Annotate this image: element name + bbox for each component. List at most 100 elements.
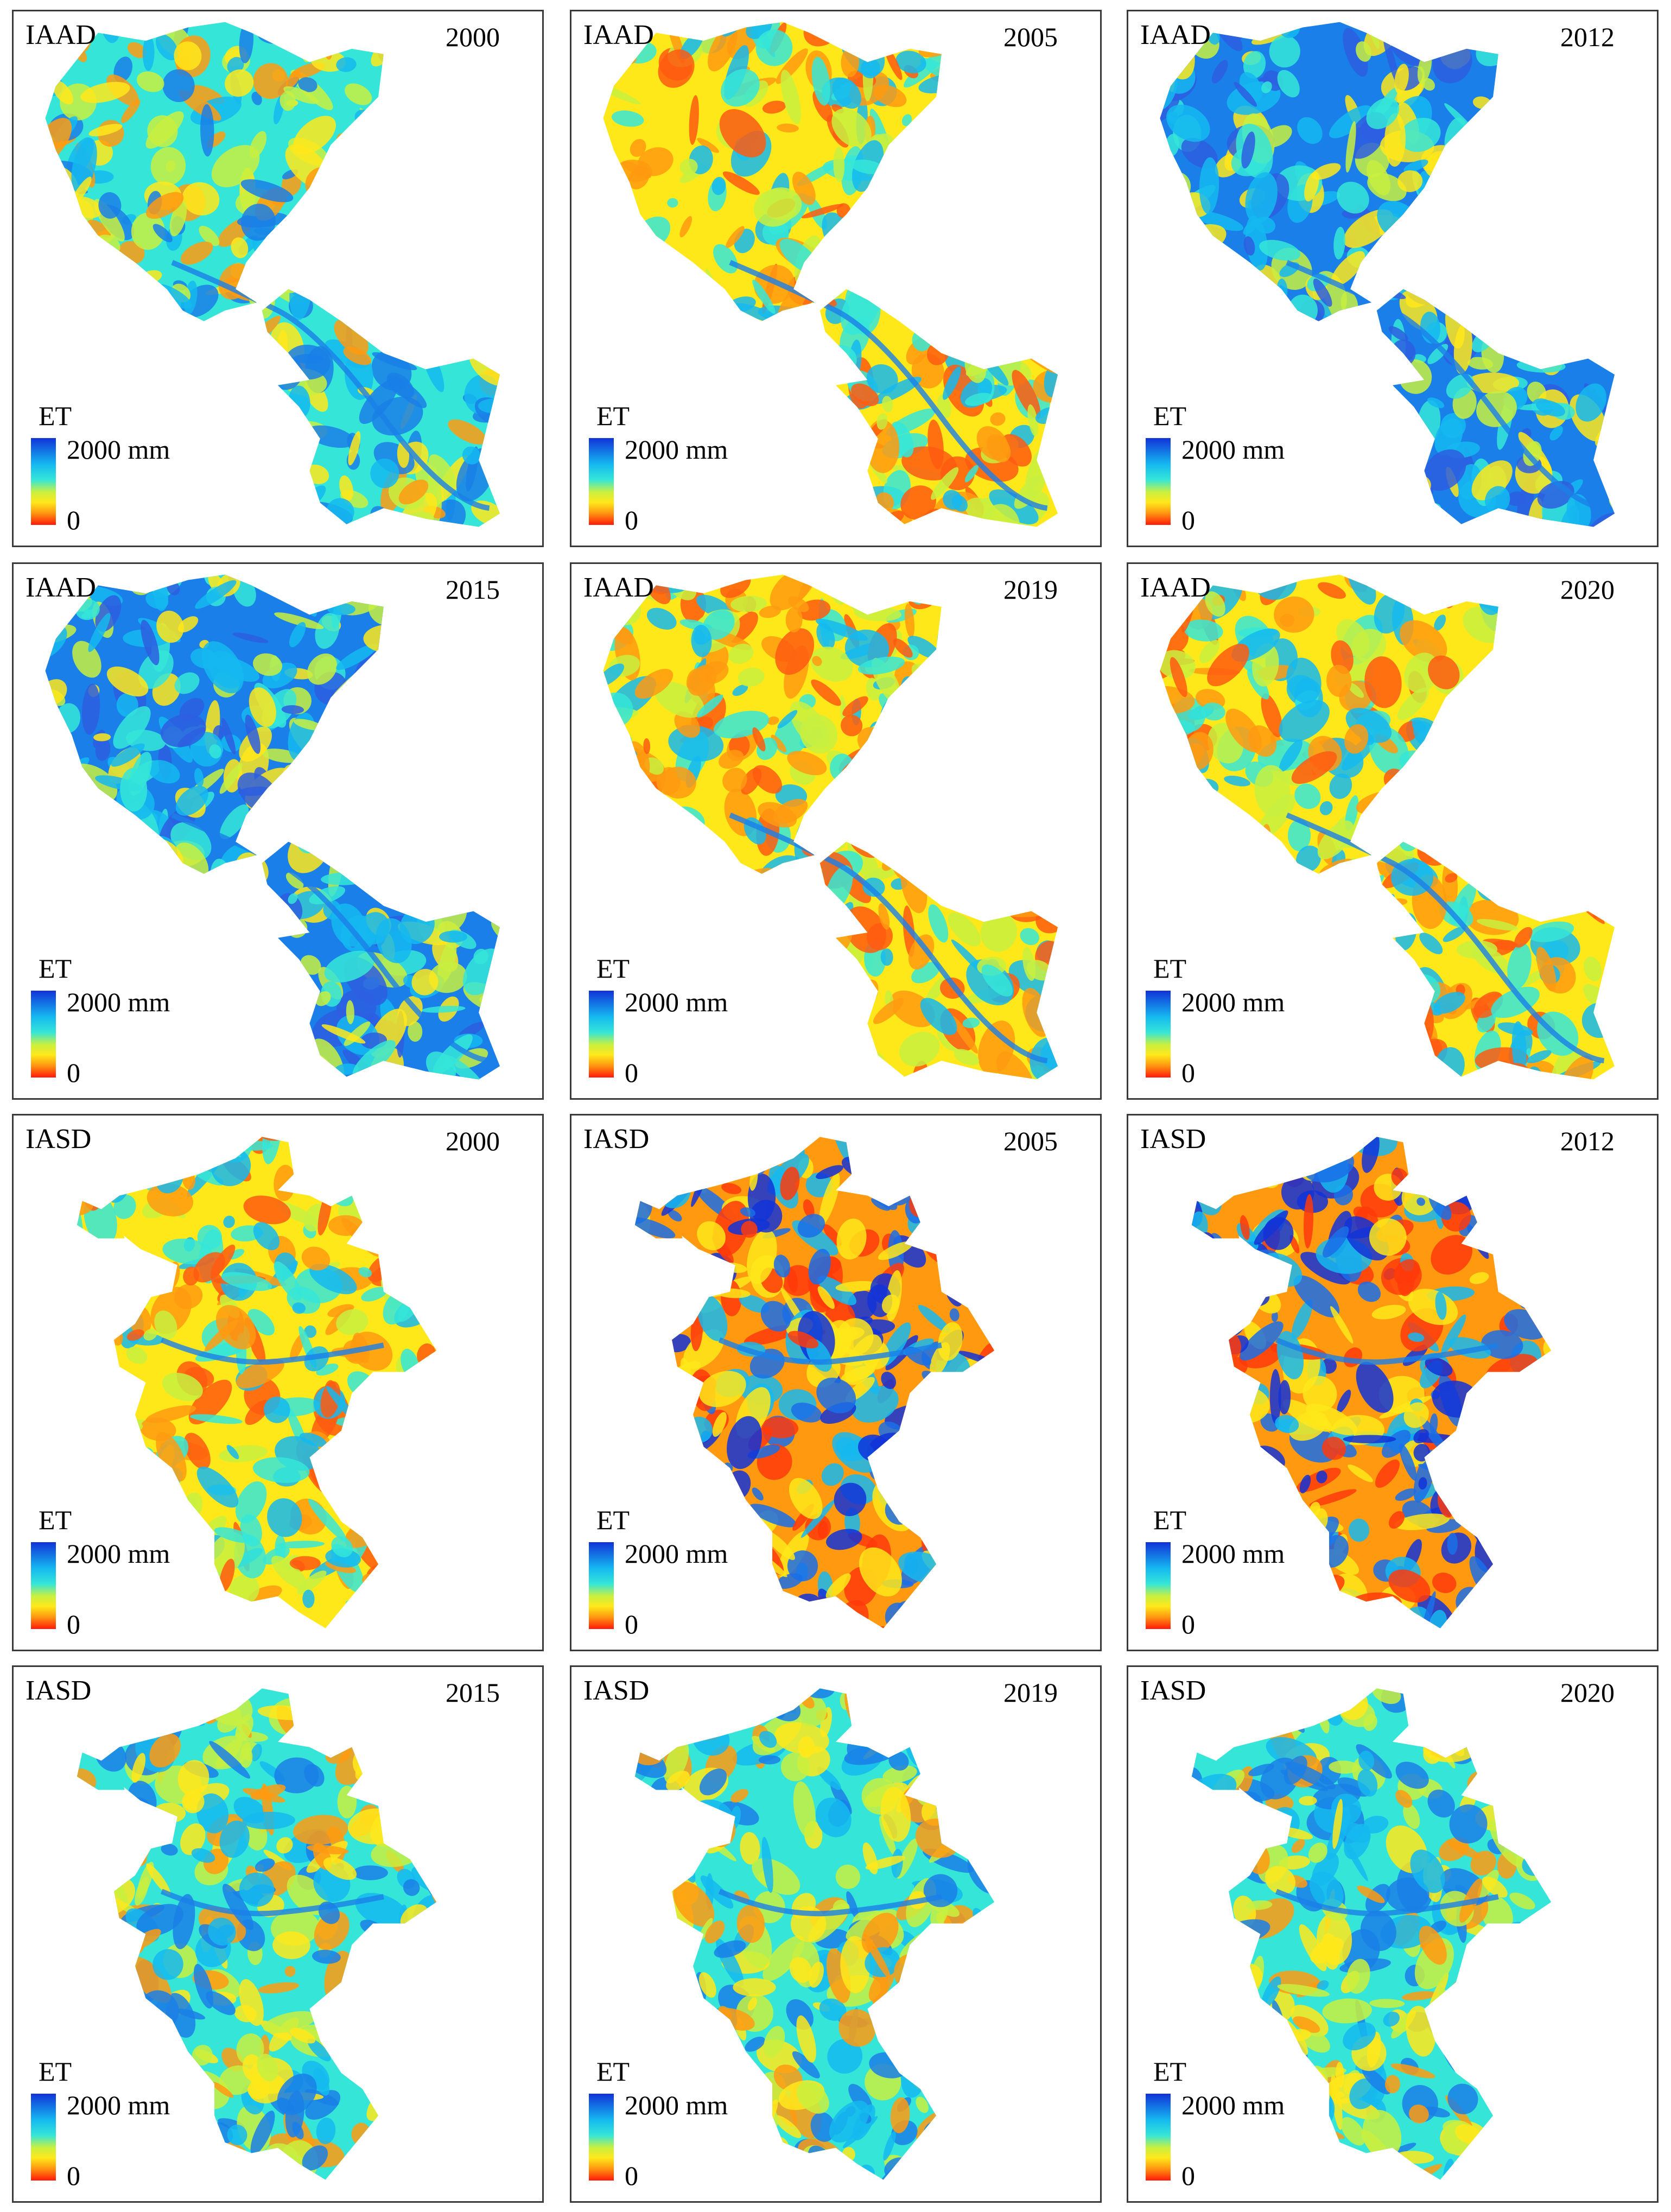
map-panel-iaad-2019: IAAD 2019 ET 2000 mm 0 <box>570 562 1102 1100</box>
year-label: 2015 <box>446 574 500 605</box>
legend-color-ramp <box>31 2094 56 2181</box>
legend-max-label: 2000 mm <box>625 987 728 1017</box>
legend-max-label: 2000 mm <box>1181 1538 1285 1569</box>
legend-max-label: 2000 mm <box>625 1538 728 1569</box>
legend-min-label: 0 <box>1181 1609 1195 1639</box>
region-label: IAAD <box>26 20 96 50</box>
et-legend: ET 2000 mm 0 <box>31 2056 205 2191</box>
map-panel-iasd-2015: IASD 2015 ET 2000 mm 0 <box>12 1665 544 2203</box>
et-raster-map <box>1191 1137 1552 1628</box>
legend-max-label: 2000 mm <box>67 987 170 1017</box>
region-label: IAAD <box>583 20 654 50</box>
legend-title: ET <box>596 953 630 984</box>
et-legend: ET 2000 mm 0 <box>31 1504 205 1640</box>
legend-max-label: 2000 mm <box>625 2090 728 2120</box>
map-panel-iaad-2015: IAAD 2015 ET 2000 mm 0 <box>12 562 544 1100</box>
et-legend: ET 2000 mm 0 <box>1146 1504 1319 1640</box>
map-panel-iasd-2020: IASD 2020 ET 2000 mm 0 <box>1127 1665 1659 2203</box>
legend-title: ET <box>1153 401 1187 431</box>
region-label: IASD <box>1140 1124 1206 1155</box>
year-label: 2005 <box>1003 1126 1058 1156</box>
map-panel-iasd-2019: IASD 2019 ET 2000 mm 0 <box>570 1665 1102 2203</box>
et-raster-map <box>634 1137 995 1628</box>
year-label: 2005 <box>1003 22 1058 52</box>
legend-title: ET <box>596 1505 630 1535</box>
et-legend: ET 2000 mm 0 <box>589 1504 763 1640</box>
map-panel-iasd-2005: IASD 2005 ET 2000 mm 0 <box>570 1114 1102 1651</box>
legend-min-label: 0 <box>1181 505 1195 535</box>
legend-title: ET <box>596 401 630 431</box>
legend-min-label: 0 <box>625 1609 638 1639</box>
region-label: IASD <box>26 1124 92 1155</box>
region-label: IAAD <box>1140 572 1211 603</box>
et-raster-map <box>77 1688 437 2180</box>
legend-min-label: 0 <box>1181 2160 1195 2191</box>
legend-title: ET <box>1153 953 1187 984</box>
year-label: 2000 <box>446 1126 500 1156</box>
year-label: 2012 <box>1560 22 1615 52</box>
legend-min-label: 0 <box>625 1057 638 1088</box>
legend-title: ET <box>39 1505 72 1535</box>
legend-max-label: 2000 mm <box>67 434 170 465</box>
et-raster-map <box>1160 22 1615 527</box>
et-legend: ET 2000 mm 0 <box>1146 953 1319 1088</box>
et-raster-map <box>603 574 1058 1080</box>
et-legend: ET 2000 mm 0 <box>589 400 763 536</box>
et-raster-map <box>603 22 1058 527</box>
legend-min-label: 0 <box>67 2160 80 2191</box>
et-raster-map <box>77 1137 437 1628</box>
legend-color-ramp <box>589 2094 614 2181</box>
legend-min-label: 0 <box>67 505 80 535</box>
map-panel-iasd-2012: IASD 2012 ET 2000 mm 0 <box>1127 1114 1659 1651</box>
legend-color-ramp <box>31 991 56 1078</box>
legend-color-ramp <box>1146 438 1171 525</box>
legend-title: ET <box>39 953 72 984</box>
legend-title: ET <box>1153 2056 1187 2087</box>
legend-max-label: 2000 mm <box>1181 2090 1285 2120</box>
legend-max-label: 2000 mm <box>67 2090 170 2120</box>
et-legend: ET 2000 mm 0 <box>589 2056 763 2191</box>
et-legend: ET 2000 mm 0 <box>1146 400 1319 536</box>
et-raster-map <box>45 22 500 527</box>
region-label: IASD <box>26 1675 92 1706</box>
legend-max-label: 2000 mm <box>625 434 728 465</box>
legend-title: ET <box>39 401 72 431</box>
map-panel-iaad-2020: IAAD 2020 ET 2000 mm 0 <box>1127 562 1659 1100</box>
map-panel-iaad-2005: IAAD 2005 ET 2000 mm 0 <box>570 10 1102 547</box>
region-label: IAAD <box>26 572 96 603</box>
legend-color-ramp <box>589 1542 614 1629</box>
legend-title: ET <box>39 2056 72 2087</box>
legend-min-label: 0 <box>625 2160 638 2191</box>
legend-color-ramp <box>1146 2094 1171 2181</box>
et-raster-map <box>1160 574 1615 1080</box>
legend-color-ramp <box>31 438 56 525</box>
region-label: IAAD <box>583 572 654 603</box>
legend-color-ramp <box>1146 991 1171 1078</box>
et-legend: ET 2000 mm 0 <box>589 953 763 1088</box>
region-label: IAAD <box>1140 20 1211 50</box>
map-panel-iaad-2000: IAAD 2000 ET 2000 mm 0 <box>12 10 544 547</box>
year-label: 2019 <box>1003 1677 1058 1708</box>
legend-max-label: 2000 mm <box>67 1538 170 1569</box>
year-label: 2020 <box>1560 1677 1615 1708</box>
region-label: IASD <box>1140 1675 1206 1706</box>
year-label: 2012 <box>1560 1126 1615 1156</box>
region-label: IASD <box>583 1675 650 1706</box>
et-legend: ET 2000 mm 0 <box>1146 2056 1319 2191</box>
legend-max-label: 2000 mm <box>1181 987 1285 1017</box>
year-label: 2019 <box>1003 574 1058 605</box>
legend-max-label: 2000 mm <box>1181 434 1285 465</box>
map-panel-iasd-2000: IASD 2000 ET 2000 mm 0 <box>12 1114 544 1651</box>
year-label: 2000 <box>446 22 500 52</box>
legend-color-ramp <box>1146 1542 1171 1629</box>
et-raster-map <box>1191 1688 1552 2180</box>
legend-min-label: 0 <box>67 1057 80 1088</box>
legend-color-ramp <box>589 991 614 1078</box>
et-raster-map <box>45 574 500 1080</box>
legend-title: ET <box>1153 1505 1187 1535</box>
legend-min-label: 0 <box>67 1609 80 1639</box>
legend-min-label: 0 <box>625 505 638 535</box>
et-raster-map <box>634 1688 995 2180</box>
year-label: 2020 <box>1560 574 1615 605</box>
